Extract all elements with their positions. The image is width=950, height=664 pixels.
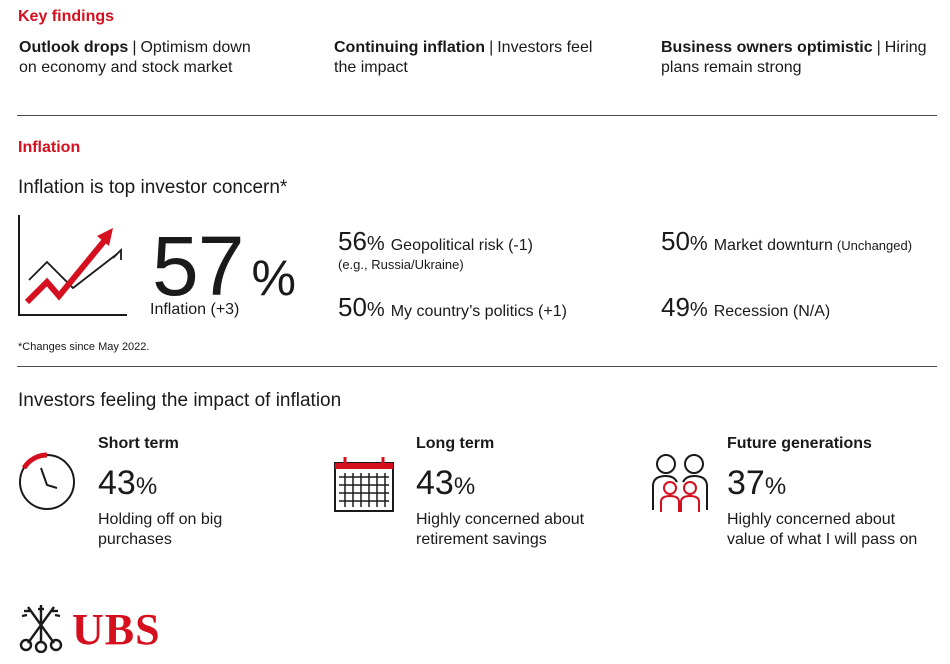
finding-outlook-text: Optimism down — [140, 39, 251, 56]
stat-geopolitical-sub: (e.g., Russia/Ukraine) — [338, 257, 464, 272]
divider — [17, 366, 937, 367]
ubs-keys-logo-icon — [19, 605, 63, 653]
finding-outlook-bold: Outlook drops — [19, 39, 129, 56]
impact-future-value: 37 — [727, 464, 765, 502]
stat-politics-pct: % — [366, 299, 385, 321]
impact-short-head: Short term — [98, 435, 179, 452]
impact-long-pct: % — [453, 473, 476, 500]
stat-geopolitical-pct: % — [366, 233, 385, 255]
inflation-footnote: *Changes since May 2022. — [18, 341, 150, 353]
impact-long-head: Long term — [416, 435, 495, 452]
stat-recession-value: 49 — [661, 292, 690, 322]
stat-market-label: Market downturn — [713, 237, 833, 254]
impact-long-text: Highly concerned about retirement saving… — [416, 510, 584, 550]
finding-business-text-2: plans remain strong — [661, 59, 802, 76]
stat-recession-pct: % — [689, 299, 708, 321]
stat-recession-label: Recession (N/A) — [713, 303, 831, 320]
impact-long-text-1: Highly concerned about — [416, 511, 585, 528]
impact-long-stat: 43% — [416, 464, 475, 502]
finding-inflation-text: Investors feel — [497, 39, 593, 56]
finding-business: Business owners optimistic | Hiring plans … — [661, 38, 946, 78]
finding-business-text: Hiring — [884, 39, 927, 56]
finding-separator: | — [876, 39, 881, 56]
stat-market-downturn: 50% Market downturn (Unchanged) — [661, 226, 912, 256]
impact-future-pct: % — [764, 473, 787, 500]
stat-market-pct: % — [689, 233, 708, 255]
impact-heading: Investors feeling the impact of inflatio… — [18, 390, 342, 411]
stat-geopolitical: 56% Geopolitical risk (-1) — [338, 226, 533, 256]
impact-future-head: Future generations — [727, 435, 872, 452]
stat-politics-label: My country’s politics (+1) — [390, 303, 567, 320]
impact-future-text-1: Highly concerned about — [727, 511, 896, 528]
impact-long-text-2: retirement savings — [416, 531, 547, 548]
inflation-main-label: Inflation (+3) — [150, 301, 240, 318]
finding-inflation: Continuing inflation | Investors feel the … — [334, 38, 634, 78]
key-findings-title: Key findings — [18, 8, 115, 25]
impact-future-text: Highly concerned about value of what I w… — [727, 510, 917, 550]
stat-market-value: 50 — [661, 226, 690, 256]
stat-recession: 49% Recession (N/A) — [661, 292, 830, 322]
impact-future-stat: 37% — [727, 464, 786, 502]
divider — [17, 115, 937, 116]
impact-short-pct: % — [135, 473, 158, 500]
impact-short-text-2: purchases — [98, 531, 172, 548]
impact-future-text-2: value of what I will pass on — [727, 531, 918, 548]
trend-up-chart-icon — [18, 215, 127, 316]
finding-outlook: Outlook drops | Optimism down on economy a… — [19, 38, 319, 78]
ubs-wordmark: UBS — [72, 605, 161, 654]
impact-long-value: 43 — [416, 464, 454, 502]
inflation-heading: Inflation is top investor concern* — [18, 177, 288, 198]
impact-short-value: 43 — [98, 464, 136, 502]
stat-politics: 50% My country’s politics (+1) — [338, 292, 567, 322]
inflation-main-stat: 57% — [152, 224, 296, 308]
impact-short-text: Holding off on big purchases — [98, 510, 222, 550]
stat-geopolitical-label: Geopolitical risk (-1) — [390, 237, 533, 254]
finding-business-bold: Business owners optimistic — [661, 39, 873, 56]
inflation-main-pct: % — [251, 250, 296, 306]
finding-inflation-text-2: the impact — [334, 59, 408, 76]
stat-geopolitical-value: 56 — [338, 226, 367, 256]
impact-short-text-1: Holding off on big — [98, 511, 223, 528]
calendar-icon — [334, 457, 394, 512]
impact-short-stat: 43% — [98, 464, 157, 502]
inflation-main-value: 57 — [152, 219, 244, 313]
finding-outlook-text-2: on economy and stock market — [19, 59, 233, 76]
finding-inflation-bold: Continuing inflation — [334, 39, 486, 56]
stat-market-label-small: (Unchanged) — [836, 238, 913, 253]
family-icon — [652, 454, 708, 512]
inflation-title: Inflation — [18, 139, 81, 156]
clock-icon — [19, 452, 75, 510]
stat-politics-value: 50 — [338, 292, 367, 322]
finding-separator: | — [489, 39, 494, 56]
finding-separator: | — [132, 39, 137, 56]
